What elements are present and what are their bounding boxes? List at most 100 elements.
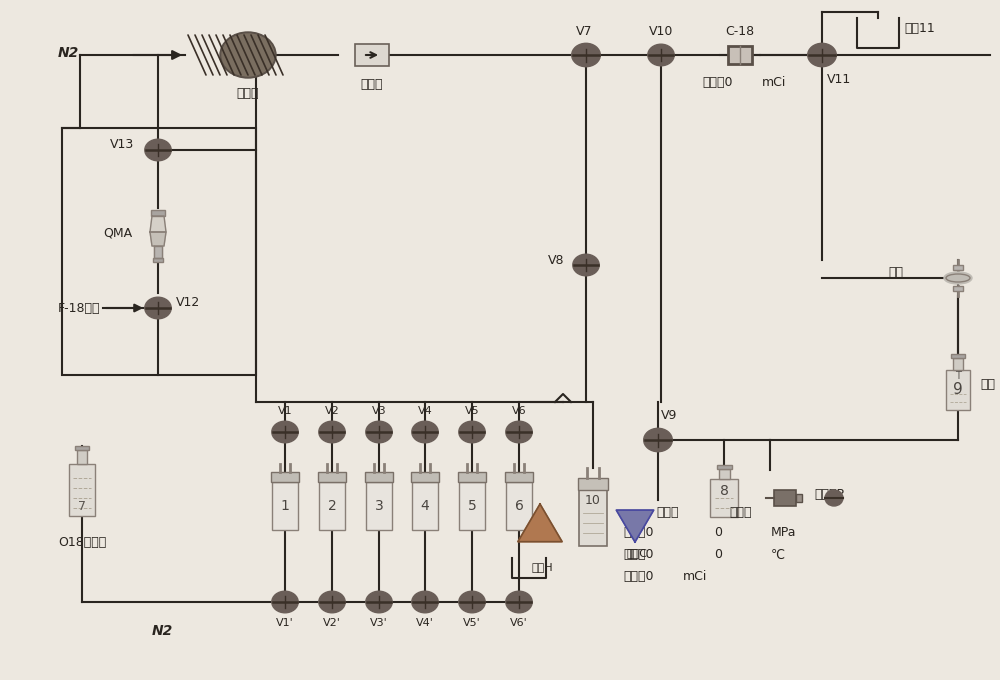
Bar: [69, 464, 95, 516]
Ellipse shape: [412, 591, 438, 613]
Text: C-18: C-18: [725, 25, 755, 38]
Text: V1': V1': [276, 618, 294, 628]
Text: 单向阀: 单向阀: [361, 78, 383, 91]
Text: 真空泵P: 真空泵P: [814, 488, 844, 502]
Text: 0: 0: [714, 526, 722, 539]
Bar: [319, 482, 345, 530]
Bar: [151, 210, 165, 216]
Bar: [411, 472, 439, 482]
Text: MPa: MPa: [771, 526, 796, 539]
Text: V6: V6: [512, 406, 526, 416]
Text: 废涵11: 废涵11: [904, 22, 935, 35]
Text: 風热H: 風热H: [531, 562, 553, 572]
Bar: [75, 446, 89, 450]
Text: V2: V2: [325, 406, 339, 416]
Text: 7: 7: [78, 500, 86, 513]
Ellipse shape: [644, 428, 672, 452]
Ellipse shape: [366, 591, 392, 613]
Text: 5: 5: [468, 499, 476, 513]
Text: 2: 2: [328, 499, 336, 513]
Text: 压力：0: 压力：0: [623, 526, 654, 539]
Bar: [412, 482, 438, 530]
Bar: [728, 46, 752, 64]
Bar: [366, 482, 392, 530]
Text: V6': V6': [510, 618, 528, 628]
Ellipse shape: [648, 44, 674, 66]
Text: V5': V5': [463, 618, 481, 628]
Bar: [318, 472, 346, 482]
Text: V9: V9: [661, 409, 677, 422]
Text: V2': V2': [323, 618, 341, 628]
Ellipse shape: [319, 591, 345, 613]
Polygon shape: [150, 216, 166, 232]
Ellipse shape: [319, 421, 345, 443]
Text: N2: N2: [151, 624, 173, 638]
Ellipse shape: [825, 490, 843, 506]
Text: V10: V10: [649, 25, 673, 38]
Text: 设置値: 设置値: [657, 507, 679, 520]
Text: V12: V12: [176, 296, 200, 309]
Text: F-18靶水: F-18靶水: [58, 301, 100, 314]
Text: V3': V3': [370, 618, 388, 628]
Text: 10: 10: [585, 494, 601, 507]
Bar: [951, 354, 965, 358]
Bar: [718, 469, 730, 479]
Text: V11: V11: [827, 73, 851, 86]
Ellipse shape: [459, 421, 485, 443]
Polygon shape: [616, 510, 654, 542]
Text: mCi: mCi: [683, 571, 707, 583]
Bar: [946, 370, 970, 410]
Text: 4: 4: [421, 499, 429, 513]
Bar: [953, 265, 963, 270]
Text: 3: 3: [375, 499, 383, 513]
Ellipse shape: [459, 591, 485, 613]
Ellipse shape: [573, 254, 599, 276]
Bar: [272, 482, 298, 530]
Polygon shape: [150, 232, 166, 246]
Text: N2: N2: [58, 46, 79, 60]
Text: V3: V3: [372, 406, 386, 416]
Text: V1: V1: [278, 406, 292, 416]
Ellipse shape: [572, 44, 600, 67]
Text: V8: V8: [548, 254, 564, 267]
Ellipse shape: [944, 272, 972, 284]
Text: V4: V4: [418, 406, 432, 416]
Bar: [953, 286, 963, 291]
Ellipse shape: [412, 421, 438, 443]
Text: 風冷C: 風冷C: [626, 548, 648, 558]
Text: O18水回收: O18水回收: [58, 536, 106, 549]
Text: V7: V7: [576, 25, 592, 38]
Bar: [365, 472, 393, 482]
Bar: [355, 44, 389, 66]
Text: mCi: mCi: [762, 77, 786, 90]
Bar: [271, 472, 299, 482]
Text: ℃: ℃: [771, 549, 785, 562]
Text: QMA: QMA: [103, 226, 132, 239]
Text: 温度：0: 温度：0: [623, 549, 654, 562]
Bar: [578, 478, 608, 490]
Text: 1: 1: [281, 499, 289, 513]
Text: 活度：0: 活度：0: [623, 571, 654, 583]
Text: T: T: [955, 371, 961, 381]
Bar: [77, 450, 87, 464]
Ellipse shape: [272, 421, 298, 443]
Bar: [774, 490, 796, 506]
Ellipse shape: [272, 591, 298, 613]
Bar: [716, 465, 732, 469]
Text: V13: V13: [110, 139, 134, 152]
Bar: [62, 128, 256, 375]
Text: 实际値: 实际値: [730, 507, 752, 520]
Bar: [459, 482, 485, 530]
Text: V5: V5: [465, 406, 479, 416]
Bar: [505, 472, 533, 482]
Bar: [153, 258, 163, 262]
Bar: [796, 494, 802, 502]
Ellipse shape: [145, 139, 171, 160]
Text: 气流计: 气流计: [237, 87, 259, 100]
Ellipse shape: [222, 34, 274, 76]
Text: V4': V4': [416, 618, 434, 628]
Text: 活度：0: 活度：0: [702, 77, 732, 90]
Bar: [710, 479, 738, 517]
Bar: [953, 358, 963, 370]
Ellipse shape: [808, 44, 836, 67]
